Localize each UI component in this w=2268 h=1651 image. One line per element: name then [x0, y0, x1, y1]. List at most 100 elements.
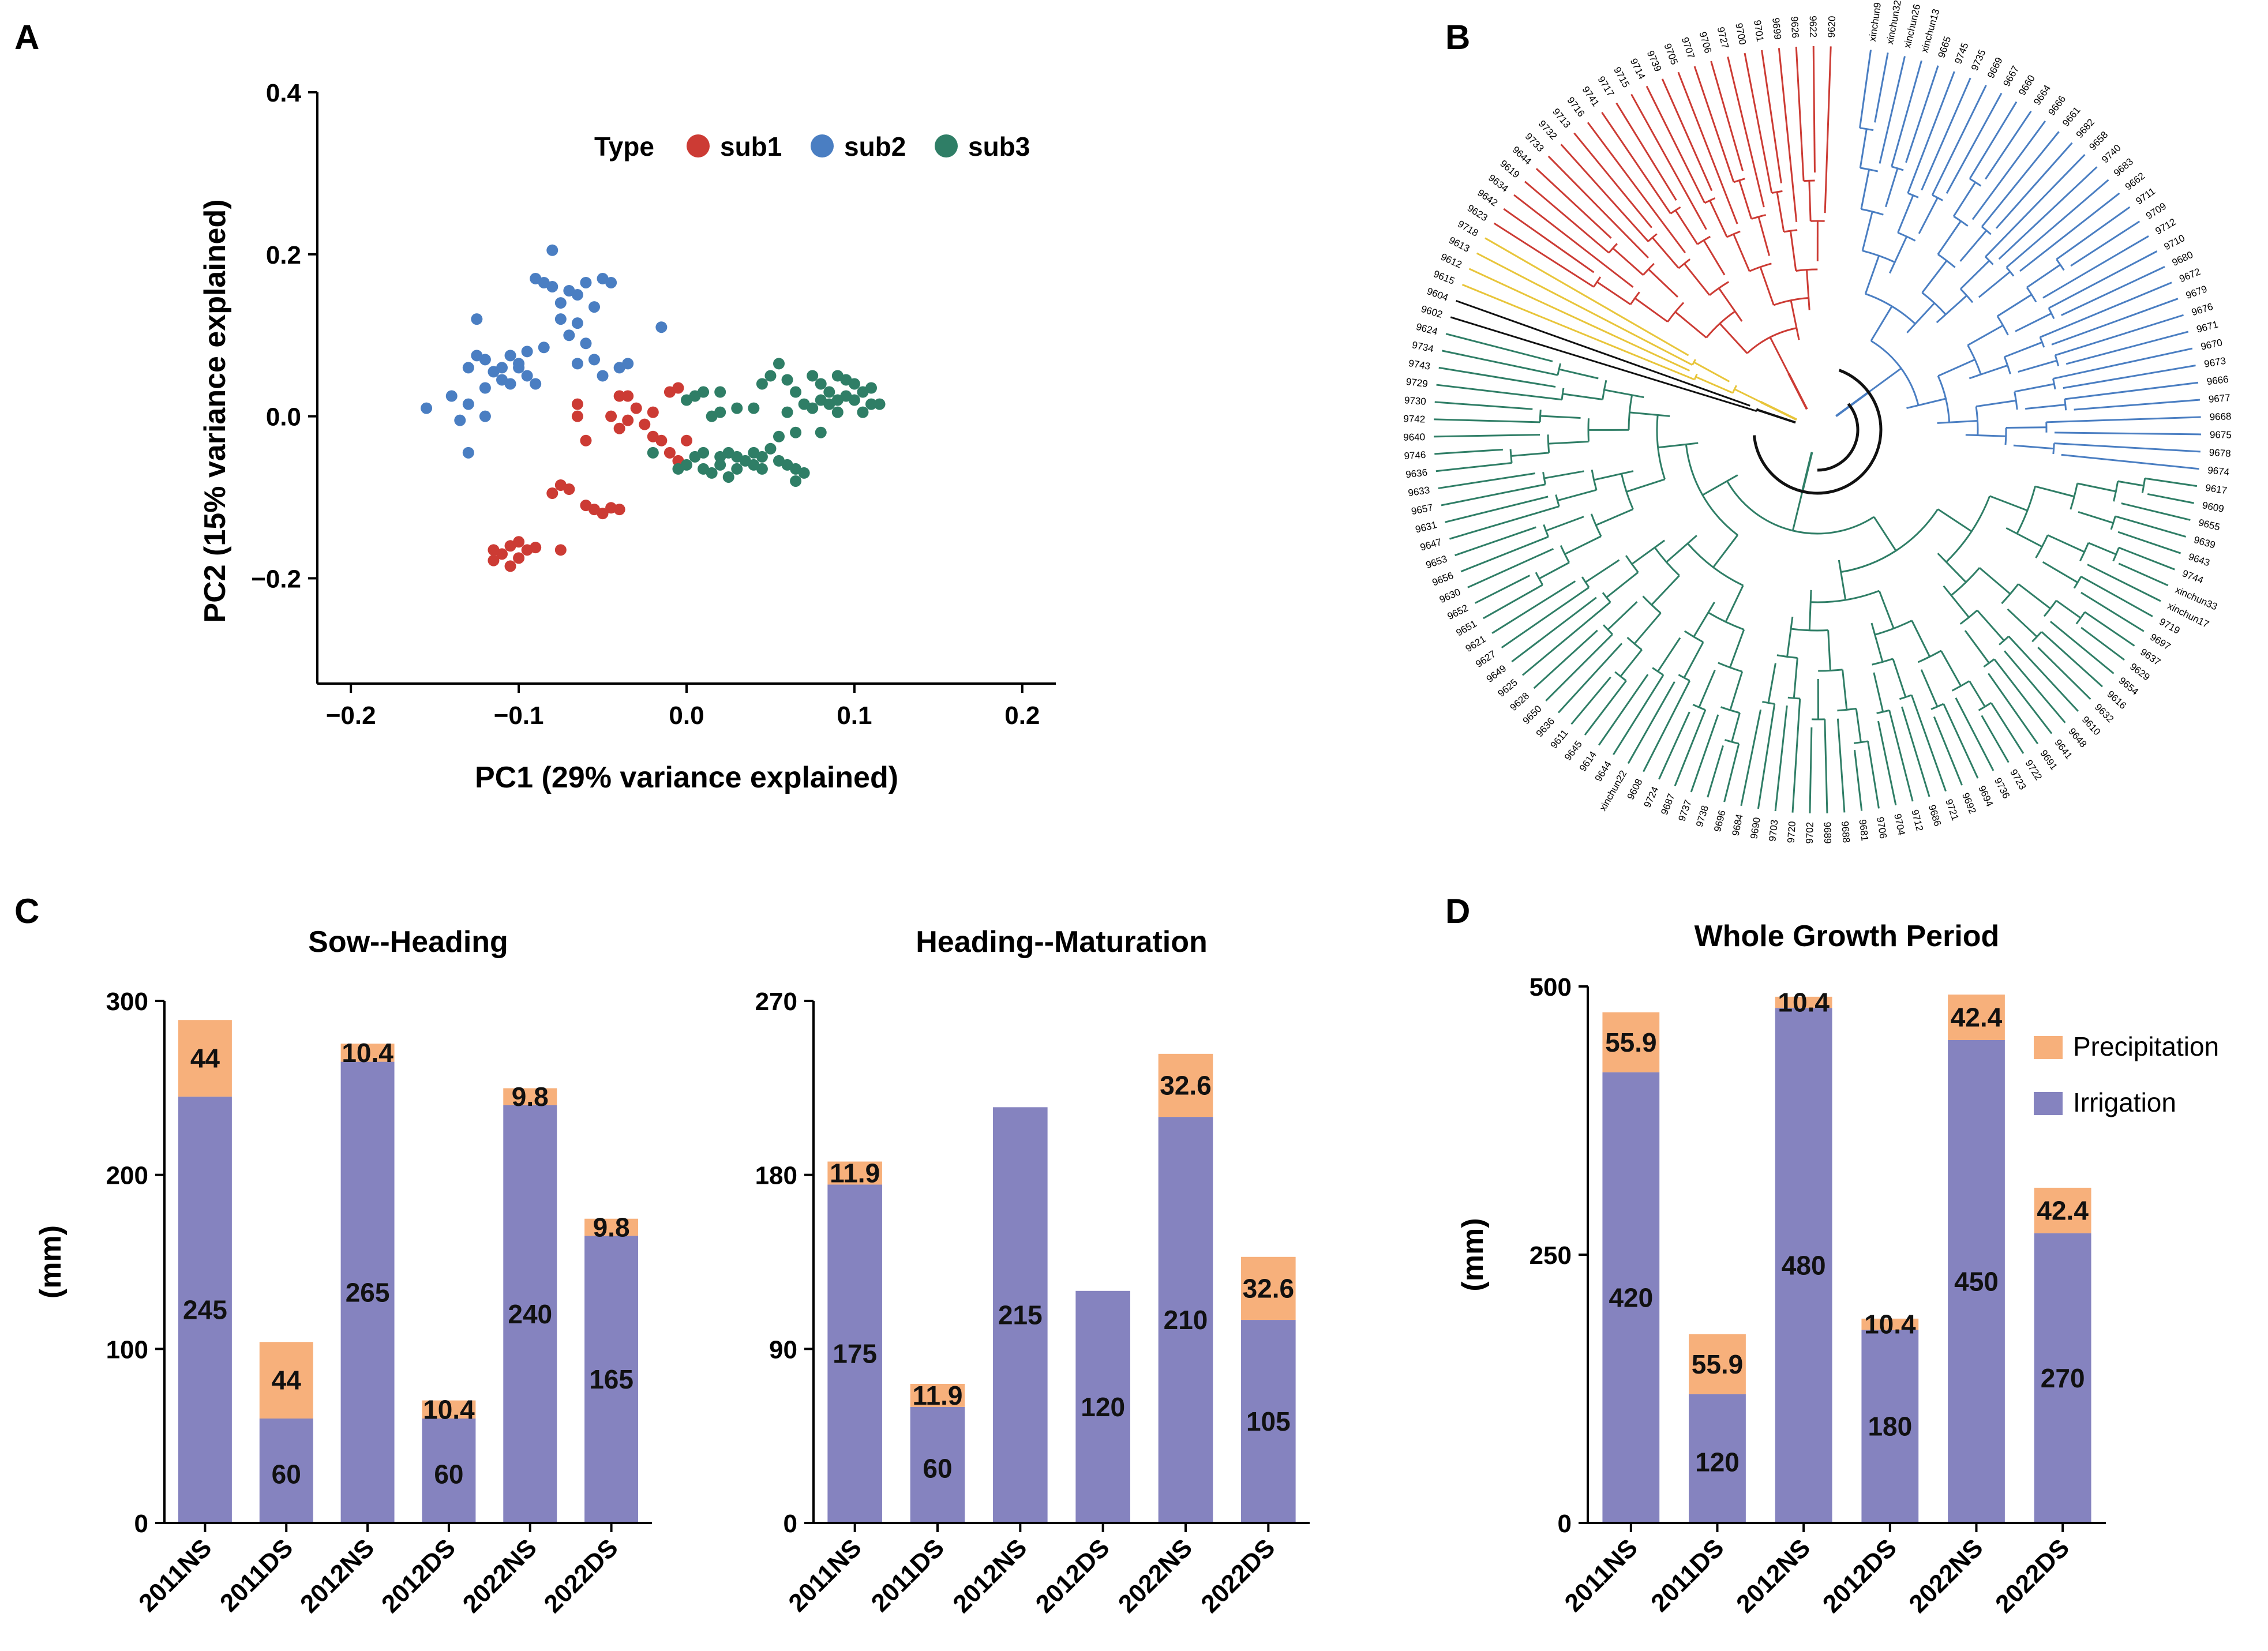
- tree-branch: [1445, 333, 1553, 362]
- chart-title: Sow--Heading: [308, 925, 508, 959]
- tree-leaf-label: 9681: [1857, 819, 1870, 842]
- tree-branch: [1690, 714, 1719, 793]
- bar-irrigation: [503, 1105, 557, 1523]
- tree-branch: [1749, 262, 1772, 272]
- tree-leaf-label: 9647: [1419, 536, 1443, 553]
- irrigation-value-label: 480: [1782, 1251, 1826, 1281]
- tree-branch: [2117, 531, 2181, 554]
- irrigation-value-label: 420: [1609, 1282, 1653, 1312]
- tree-leaf-label: 9636: [1534, 716, 1557, 740]
- bar-irrigation: [1948, 1040, 2005, 1523]
- tree-branch: [1725, 585, 1744, 622]
- tree-branch: [2073, 576, 2082, 589]
- tree-branch: [2087, 564, 2161, 602]
- tree-leaf-label: 9670: [2200, 337, 2224, 352]
- point-sub2: [588, 354, 600, 366]
- panel-label-d: D: [1445, 892, 1470, 930]
- tree-leaf-label: 9626: [1789, 16, 1801, 39]
- tree-branch: [1853, 740, 1868, 744]
- point-sub2: [554, 313, 567, 325]
- bar-precipitation: [1158, 1053, 1213, 1117]
- tree-branch: [1761, 50, 1782, 183]
- bar-precipitation: [910, 1384, 965, 1407]
- tree-branch: [1677, 72, 1738, 224]
- point-sub2: [622, 358, 634, 370]
- tree-branch: [2056, 206, 2131, 260]
- tree-leaf-label: 9643: [2187, 551, 2211, 568]
- tree-branch: [1634, 297, 1669, 323]
- tree-leaf-label: 9642: [1475, 187, 1499, 208]
- y-axis-label: PC2 (15% variance explained): [198, 199, 232, 622]
- tree-branch: [1861, 208, 1884, 216]
- tree-branch: [1824, 719, 1828, 813]
- point-sub1: [672, 382, 684, 394]
- tree-leaf-label: 9664: [2031, 83, 2053, 107]
- irrigation-value-label: 245: [183, 1294, 227, 1324]
- point-sub1: [613, 422, 625, 434]
- tree-branch: [2121, 502, 2191, 521]
- tree-leaf-label: 9632: [2093, 701, 2116, 725]
- point-sub1: [554, 479, 567, 491]
- tree-leaf-label: 9678: [2209, 447, 2231, 459]
- tree-branch: [1573, 132, 1652, 228]
- tree-leaf-label: 9614: [1577, 749, 1599, 774]
- irrigation-value-label: 180: [1868, 1412, 1912, 1442]
- tree-branch: [1837, 707, 1857, 712]
- tree-branch: [1997, 294, 2033, 317]
- tree-leaf-label: 9710: [2162, 232, 2187, 252]
- point-sub1: [554, 544, 567, 556]
- tree-branch: [1435, 461, 1512, 472]
- x-tick-label: 0.2: [1004, 701, 1040, 730]
- tree-branch: [1873, 516, 1897, 551]
- tree-branch: [1547, 155, 1650, 258]
- tree-leaf-label: 9651: [1454, 618, 1478, 638]
- tree-leaf-label: 9679: [2184, 283, 2209, 301]
- tree-leaf-label: 9732: [1536, 118, 1559, 142]
- tree-branch: [1674, 311, 1707, 339]
- bar-precipitation: [340, 1044, 395, 1062]
- irrigation-value-label: 265: [346, 1277, 390, 1307]
- tree-branch: [2008, 636, 2079, 712]
- tree-branch: [2075, 611, 2086, 625]
- tree-branch: [2080, 626, 2125, 661]
- point-sub2: [580, 337, 592, 350]
- tree-branch: [1684, 263, 1711, 296]
- tree-branch: [1674, 209, 1699, 245]
- point-sub3: [865, 382, 877, 394]
- point-sub1: [613, 390, 625, 402]
- y-tick-label: 0.2: [266, 241, 301, 269]
- tree-branch: [1633, 612, 1662, 644]
- irrigation-value-label: 60: [923, 1453, 952, 1483]
- tree-leaf-label: 9717: [1595, 74, 1616, 99]
- tree-branch: [2005, 426, 2046, 429]
- tree-branch: [1806, 269, 1810, 310]
- tree-leaf-label: 9674: [2207, 464, 2230, 478]
- tree-branch: [1545, 516, 1584, 532]
- tree-branch: [1598, 674, 1649, 746]
- tree-leaf-label: 9616: [2105, 689, 2128, 711]
- point-sub1: [630, 402, 642, 414]
- tree-branch: [2043, 600, 2057, 617]
- tree-branch: [1795, 46, 1805, 181]
- tree-branch: [1719, 322, 1748, 354]
- tree-branch: [2145, 477, 2198, 487]
- tree-branch: [1759, 267, 1775, 306]
- tree-leaf-label: 9739: [1645, 49, 1664, 73]
- tree-branch: [2117, 480, 2144, 487]
- chart-title: Heading--Maturation: [916, 925, 1208, 959]
- tree-leaf-label: 9669: [1985, 55, 2005, 80]
- tree-leaf-label: 9634: [1486, 172, 1510, 194]
- point-sub3: [790, 475, 802, 487]
- precipitation-value-label: 32.6: [1160, 1070, 1212, 1100]
- tree-branch: [1543, 524, 1549, 538]
- chart-title: Whole Growth Period: [1695, 920, 2000, 953]
- tree-root-arc: [1817, 403, 1860, 472]
- tree-branch: [1615, 102, 1677, 201]
- point-sub3: [815, 378, 827, 390]
- tree-branch: [1503, 208, 1595, 273]
- tree-branch: [1860, 169, 1870, 209]
- tree-branch: [1860, 127, 1874, 132]
- point-sub2: [462, 446, 474, 459]
- tree-branch: [2052, 378, 2056, 390]
- tree-leaf-label: 9742: [1403, 413, 1425, 425]
